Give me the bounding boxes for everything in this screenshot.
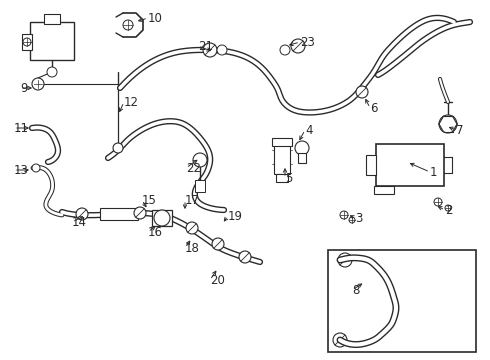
Circle shape	[193, 153, 207, 167]
Circle shape	[356, 86, 368, 98]
Circle shape	[445, 205, 451, 211]
Bar	[22, 34, 32, 50]
Bar	[298, 153, 306, 163]
Circle shape	[280, 45, 290, 55]
Circle shape	[23, 38, 31, 46]
Text: 4: 4	[305, 123, 313, 136]
Text: 7: 7	[456, 123, 464, 136]
Circle shape	[239, 251, 251, 263]
Circle shape	[217, 45, 227, 55]
Text: 10: 10	[148, 12, 163, 24]
Circle shape	[203, 43, 217, 57]
Text: 19: 19	[228, 210, 243, 222]
Circle shape	[212, 238, 224, 250]
Text: 13: 13	[14, 163, 29, 176]
Text: 1: 1	[430, 166, 438, 179]
Text: 20: 20	[210, 274, 225, 287]
Circle shape	[154, 210, 170, 226]
Circle shape	[47, 67, 57, 77]
Circle shape	[134, 207, 146, 219]
Text: 21: 21	[198, 40, 213, 53]
Circle shape	[113, 143, 123, 153]
Text: 18: 18	[185, 242, 200, 255]
Circle shape	[123, 20, 133, 30]
Text: 17: 17	[185, 194, 200, 207]
Bar	[328, 250, 476, 352]
Bar	[30, 22, 74, 60]
Bar	[374, 186, 394, 194]
Text: 3: 3	[355, 211, 363, 225]
Circle shape	[338, 253, 352, 267]
Circle shape	[349, 217, 355, 223]
Text: 14: 14	[72, 216, 87, 229]
Text: 23: 23	[300, 36, 315, 49]
Circle shape	[434, 198, 442, 206]
Circle shape	[32, 164, 40, 172]
Text: 8: 8	[352, 284, 359, 297]
Bar	[376, 144, 444, 186]
Bar	[195, 180, 205, 192]
Text: 22: 22	[186, 162, 201, 175]
Text: 16: 16	[148, 225, 163, 238]
Text: 6: 6	[370, 102, 377, 114]
Circle shape	[340, 211, 348, 219]
Bar	[274, 144, 290, 174]
Text: 15: 15	[142, 194, 157, 207]
Text: 9: 9	[20, 81, 27, 94]
Text: 5: 5	[285, 171, 293, 184]
Text: 2: 2	[445, 203, 452, 216]
Circle shape	[76, 208, 88, 220]
Bar	[366, 155, 376, 175]
Circle shape	[295, 141, 309, 155]
Bar	[44, 14, 60, 24]
Text: 11: 11	[14, 122, 29, 135]
Circle shape	[186, 222, 198, 234]
Circle shape	[291, 39, 305, 53]
Bar	[152, 210, 172, 226]
Bar	[100, 208, 138, 220]
Bar	[276, 174, 288, 182]
Circle shape	[32, 78, 44, 90]
Text: 12: 12	[124, 95, 139, 108]
Circle shape	[333, 333, 347, 347]
Bar	[272, 138, 292, 146]
Circle shape	[439, 115, 457, 133]
